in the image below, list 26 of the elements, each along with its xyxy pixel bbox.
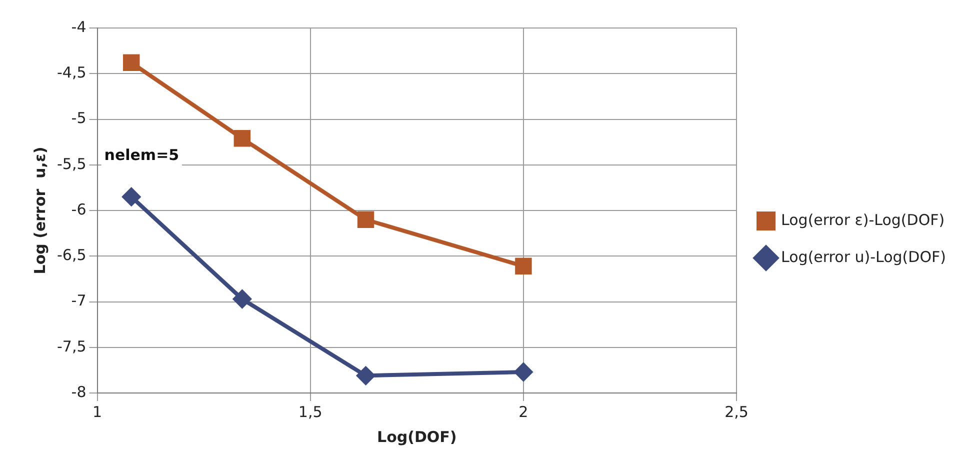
y-tick-label: -6,5 (56, 246, 86, 264)
legend-label: Log(error u)-Log(DOF) (781, 248, 946, 266)
x-tick-label: 2,5 (724, 402, 748, 421)
annotation: nelem=5 (104, 146, 180, 164)
point (357, 211, 374, 228)
y-axis-title: Log (error u,ε) (30, 146, 49, 274)
point (515, 258, 532, 275)
y-tick-label: -4 (71, 18, 86, 36)
point (356, 366, 375, 385)
y-tick-label: -8 (71, 382, 86, 401)
x-tick-label: 2 (518, 402, 528, 421)
point (233, 290, 252, 308)
y-tick-label: -7,5 (56, 337, 86, 356)
y-tick-label: -6 (71, 200, 86, 218)
y-tick-label: -5,5 (56, 154, 86, 173)
point (122, 188, 140, 206)
point (234, 130, 251, 147)
x-tick-label: 1,5 (298, 402, 322, 421)
point (122, 54, 140, 72)
point (514, 363, 532, 382)
y-tick-label: -4,5 (56, 64, 86, 82)
x-tick-label: 1 (92, 402, 102, 421)
legend-label: Log(error ε)-Log(DOF) (781, 210, 945, 229)
x-axis-title: Log(DOF) (377, 428, 457, 446)
y-tick-label: -5 (71, 109, 86, 128)
y-tick-label: -7 (71, 292, 86, 310)
